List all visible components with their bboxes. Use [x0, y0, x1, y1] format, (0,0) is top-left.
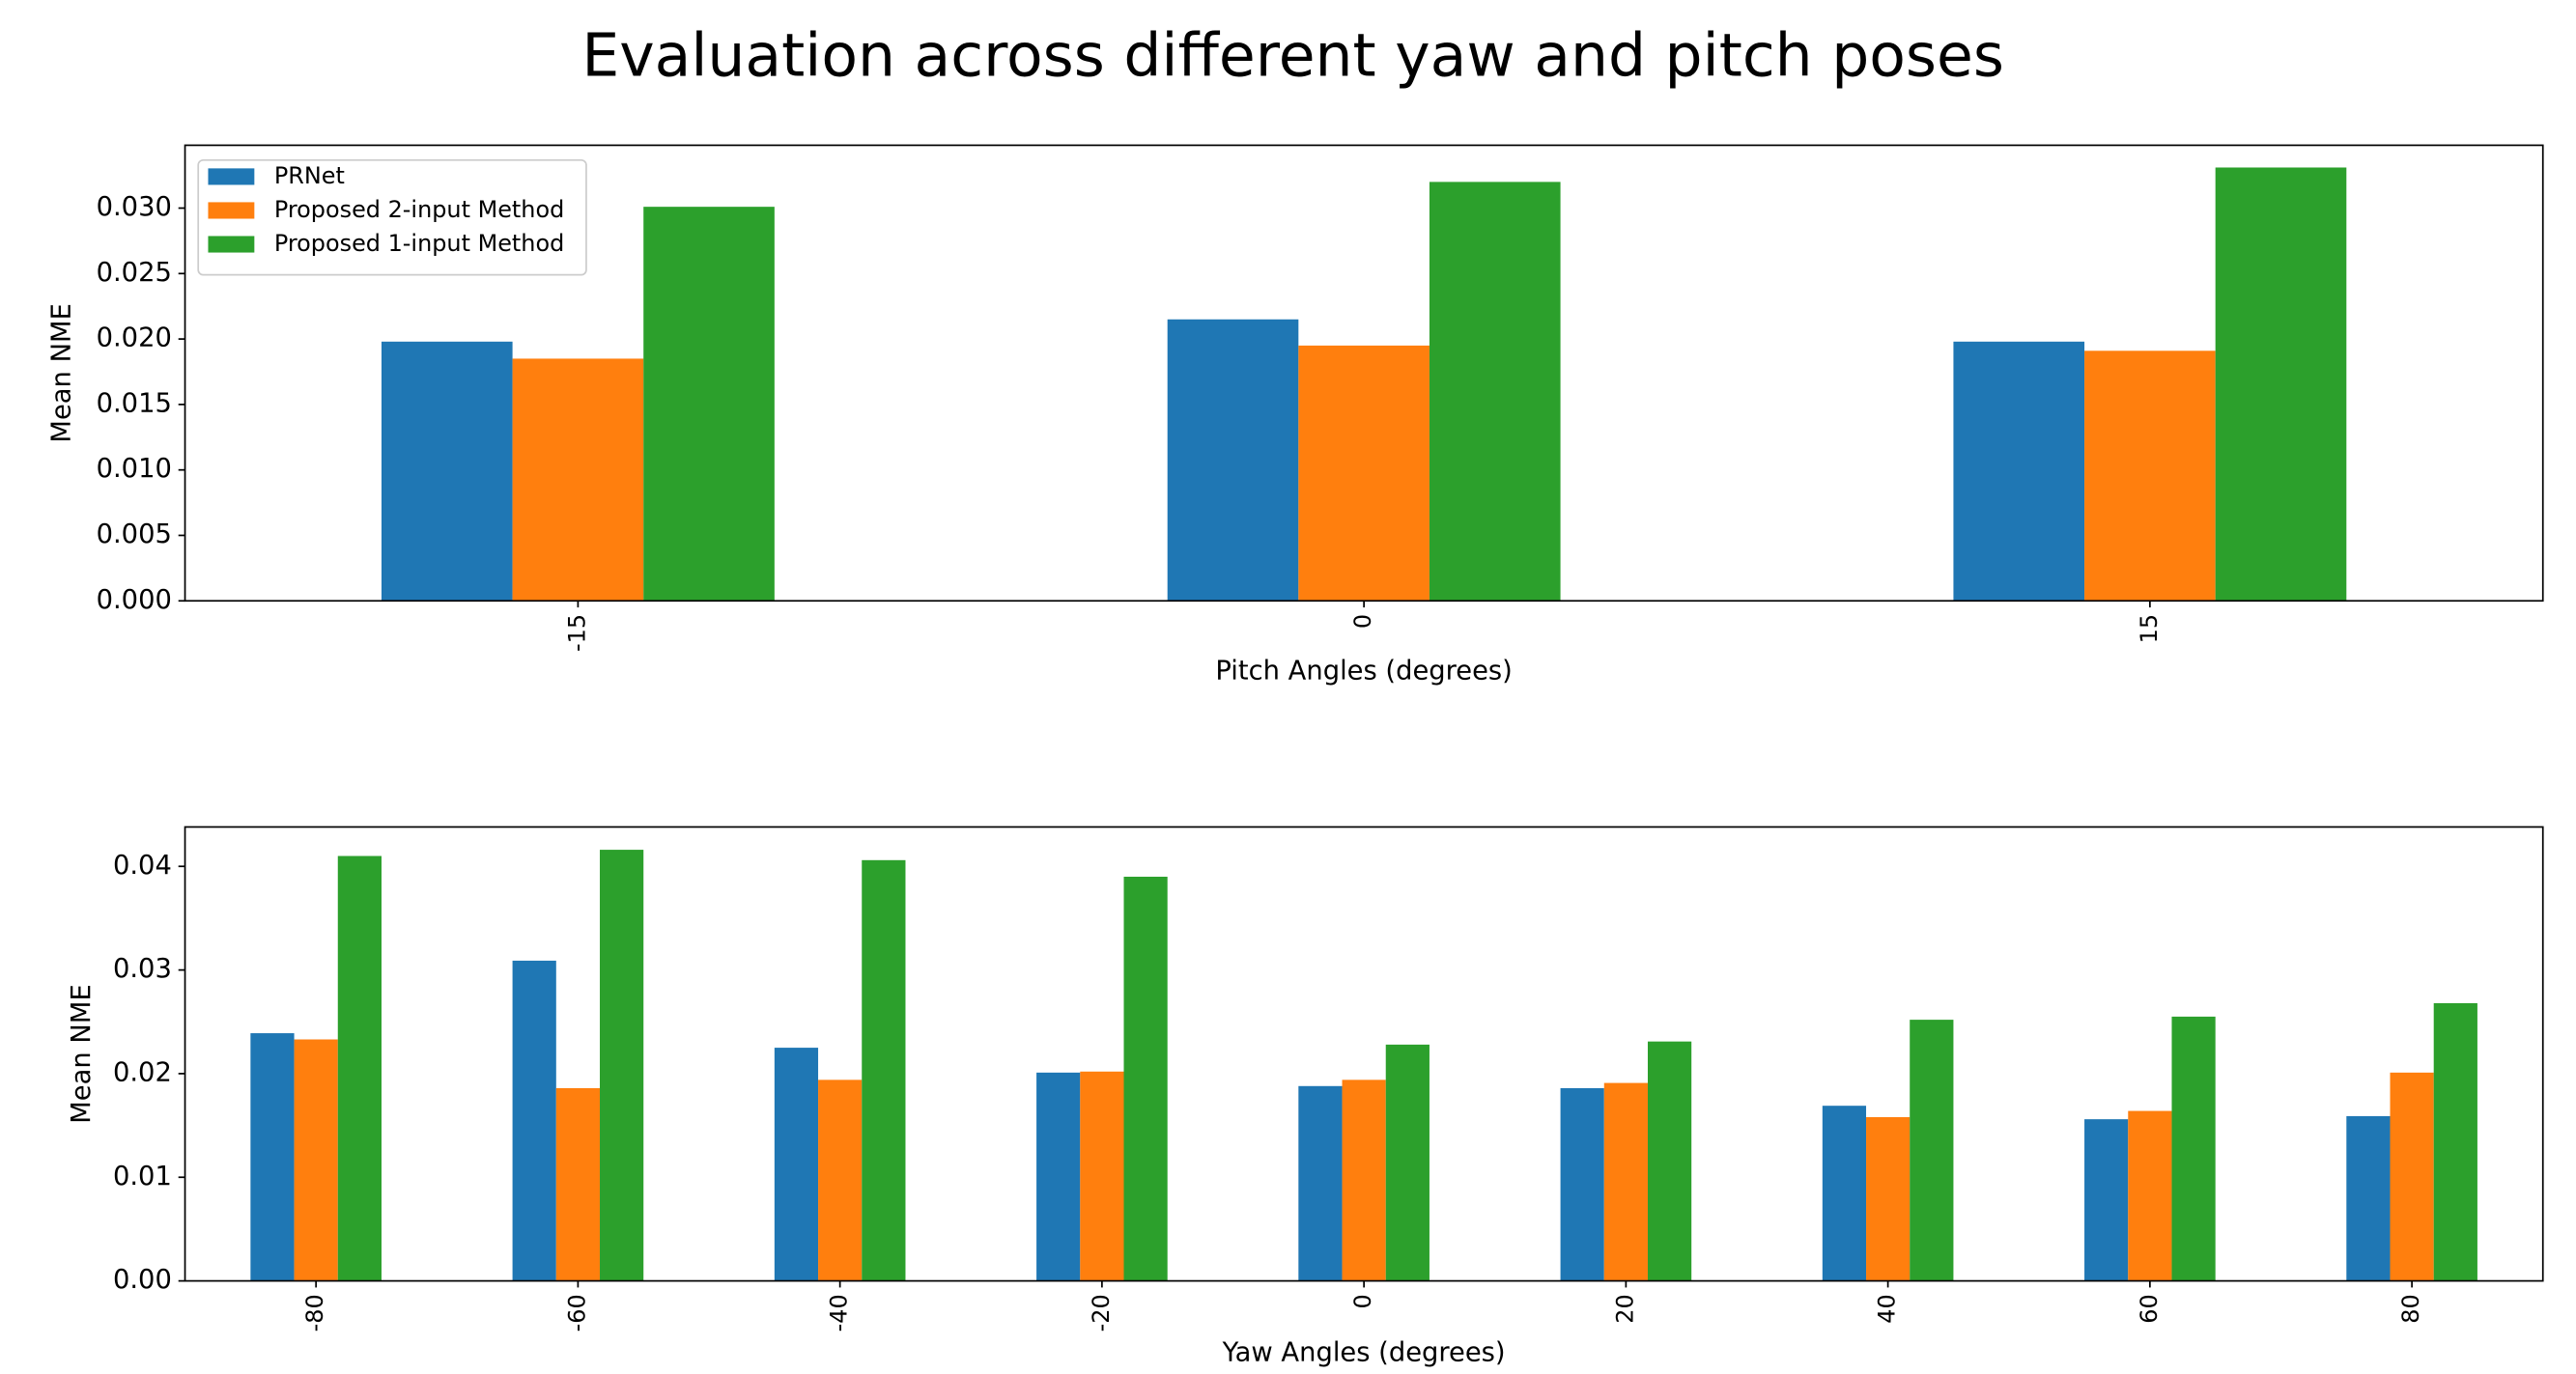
bar — [1342, 1080, 1386, 1281]
legend-label: Proposed 1-input Method — [274, 230, 564, 257]
bar — [643, 207, 775, 602]
bar — [1298, 1085, 1343, 1281]
bar — [512, 358, 644, 602]
bar — [1298, 345, 1430, 602]
legend-label: Proposed 2-input Method — [274, 196, 564, 223]
bar — [1866, 1116, 1911, 1281]
legend-label: PRNet — [274, 162, 345, 189]
legend-swatch — [208, 236, 255, 253]
bar — [1036, 1072, 1081, 1281]
x-tick-label: -40 — [826, 1294, 853, 1332]
bar — [1603, 1082, 1648, 1281]
bar — [294, 1039, 338, 1281]
y-tick-label: 0.030 — [97, 192, 172, 222]
y-tick-label: 0.02 — [113, 1057, 172, 1087]
y-tick-label: 0.00 — [113, 1265, 172, 1295]
y-tick-label: 0.04 — [113, 851, 172, 881]
bar — [2171, 1016, 2216, 1281]
bar — [1647, 1041, 1692, 1281]
x-tick-label: -15 — [563, 614, 590, 652]
bar — [2346, 1115, 2391, 1281]
x-tick-label: 0 — [1349, 1294, 1376, 1308]
bar — [1429, 182, 1561, 602]
y-tick-label: 0.020 — [97, 323, 172, 353]
bar — [600, 850, 644, 1281]
bar — [2084, 351, 2216, 602]
y-tick-label: 0.010 — [97, 454, 172, 484]
bar — [862, 859, 906, 1281]
y-tick-label: 0.01 — [113, 1162, 172, 1192]
x-tick-label: -60 — [563, 1294, 590, 1332]
y-axis-label: Mean NME — [67, 984, 97, 1124]
bar — [774, 1048, 819, 1281]
bar — [1080, 1071, 1124, 1281]
bar — [381, 341, 513, 602]
x-tick-label: -80 — [301, 1294, 328, 1332]
bar — [1123, 876, 1168, 1281]
bar — [2084, 1119, 2129, 1281]
x-tick-label: 60 — [2136, 1294, 2163, 1323]
y-tick-label: 0.015 — [97, 388, 172, 418]
legend-box — [197, 158, 587, 276]
figure-title: Evaluation across different yaw and pitc… — [581, 21, 2004, 91]
bar — [2128, 1110, 2172, 1281]
y-tick-label: 0.025 — [97, 258, 172, 288]
y-axis-label: Mean NME — [47, 303, 77, 443]
bar — [1167, 319, 1299, 602]
bar — [818, 1080, 863, 1281]
legend-swatch — [208, 202, 255, 219]
bar — [2433, 1002, 2477, 1281]
axes-frame — [184, 826, 2544, 1282]
bar — [337, 855, 382, 1281]
y-tick-label: 0.000 — [97, 585, 172, 615]
axes-frame — [184, 144, 2544, 603]
bar — [1560, 1087, 1604, 1281]
bar — [2215, 167, 2347, 602]
x-tick-label: 20 — [1611, 1294, 1638, 1323]
bar — [512, 960, 556, 1281]
bar — [250, 1033, 295, 1281]
x-axis-label: Pitch Angles (degrees) — [1215, 656, 1512, 686]
x-tick-label: 0 — [1349, 614, 1376, 629]
legend-swatch — [208, 168, 255, 185]
bar — [1822, 1106, 1867, 1281]
x-axis-label: Yaw Angles (degrees) — [1222, 1337, 1506, 1367]
bar — [1385, 1044, 1430, 1281]
y-tick-label: 0.005 — [97, 519, 172, 549]
bar — [1910, 1020, 1954, 1281]
bar — [1953, 341, 2085, 602]
x-tick-label: 15 — [2136, 614, 2163, 643]
bar — [555, 1087, 601, 1281]
x-tick-label: -20 — [1088, 1294, 1115, 1332]
bar — [2390, 1072, 2434, 1281]
x-tick-label: 40 — [1874, 1294, 1901, 1323]
y-tick-label: 0.03 — [113, 954, 172, 984]
x-tick-label: 80 — [2397, 1294, 2424, 1323]
